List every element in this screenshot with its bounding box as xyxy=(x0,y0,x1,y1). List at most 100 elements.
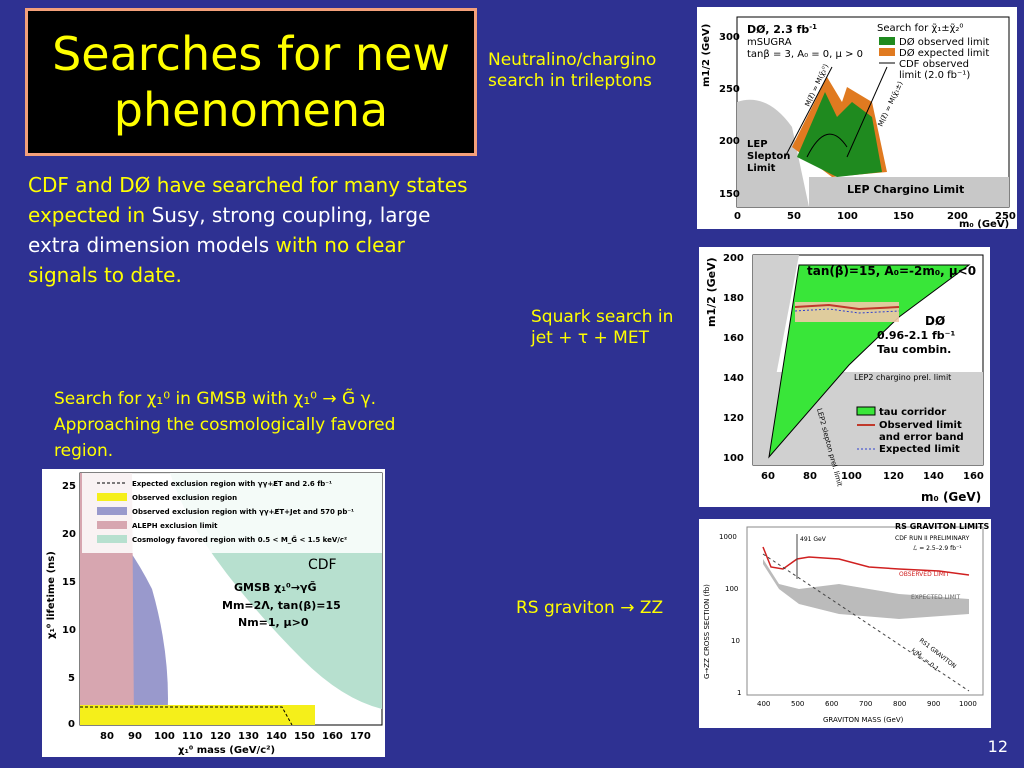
gmsb-model-3: Nm=1, μ>0 xyxy=(238,616,309,629)
graviton-xtick-800: 800 xyxy=(893,700,906,708)
gmsb-xtick-100: 100 xyxy=(154,731,175,742)
tau-ytick-120: 120 xyxy=(723,413,744,424)
graviton-xtick-900: 900 xyxy=(927,700,940,708)
d0-xtick-150: 150 xyxy=(893,211,914,222)
tau-ytick-140: 140 xyxy=(723,373,744,384)
intro-highlight: Susy, strong coupling, large extra dimen… xyxy=(28,203,431,257)
graviton-ytick-10: 10 xyxy=(731,637,740,645)
gmsb-xlabel: χ₁⁰ mass (GeV/c²) xyxy=(178,745,275,756)
gmsb-xtick-150: 150 xyxy=(294,731,315,742)
tau-legend-observed: Observed limit xyxy=(879,420,962,431)
d0-ytick-300: 300 xyxy=(719,32,740,43)
gmsb-legend-expected: Expected exclusion region with γγ+E̸T an… xyxy=(132,480,332,488)
gmsb-ytick-20: 20 xyxy=(62,529,76,540)
tau-lumi: 0.96-2.1 fb⁻¹ xyxy=(877,329,955,342)
d0-xtick-0: 0 xyxy=(734,211,741,222)
expected-band xyxy=(763,559,969,619)
gmsb-legend-aleph: ALEPH exclusion limit xyxy=(132,522,218,530)
d0-legend-observed: DØ observed limit xyxy=(899,36,989,48)
tau-xtick-160: 160 xyxy=(963,471,984,482)
d0-legend-cdf2: limit (2.0 fb⁻¹) xyxy=(899,70,970,81)
tau-ytick-160: 160 xyxy=(723,333,744,344)
gmsb-model-1: GMSB χ₁⁰→γG̃ xyxy=(234,581,317,594)
rs1-line xyxy=(762,553,970,692)
graviton-title: RS GRAVITON LIMITS xyxy=(895,522,989,531)
graviton-xlabel: GRAVITON MASS (GeV) xyxy=(823,716,904,724)
d0-xlabel: m₀ (GeV) xyxy=(959,219,1009,229)
graviton-xtick-1000: 1000 xyxy=(959,700,977,708)
gmsb-ytick-0: 0 xyxy=(68,719,75,730)
tau-legend-corridor: tau corridor xyxy=(879,407,946,418)
gmsb-ylabel: χ₁⁰ lifetime (ns) xyxy=(46,551,57,639)
graviton-xtick-600: 600 xyxy=(825,700,838,708)
gmsb-xtick-170: 170 xyxy=(350,731,371,742)
plot-d0-trileptons: DØ, 2.3 fb-1 mSUGRA tanβ = 3, A₀ = 0, μ … xyxy=(697,7,1017,230)
gmsb-xtick-120: 120 xyxy=(210,731,231,742)
lep-slepton-2: Slepton xyxy=(747,151,790,162)
d0-ytick-150: 150 xyxy=(719,189,740,200)
caption-gmsb: Search for χ₁⁰ in GMSB with χ₁⁰ → G̃ γ. … xyxy=(54,389,396,461)
lep-slepton-1: LEP xyxy=(747,139,768,150)
d0-ytick-250: 250 xyxy=(719,84,740,95)
d0-sub2: tanβ = 3, A₀ = 0, μ > 0 xyxy=(747,49,863,60)
tau-xtick-100: 100 xyxy=(841,471,862,482)
graviton-ytick-1000: 1000 xyxy=(719,533,737,541)
gmsb-ytick-10: 10 xyxy=(62,625,76,636)
d0-legend-expected: DØ expected limit xyxy=(899,47,989,59)
gmsb-xtick-160: 160 xyxy=(322,731,343,742)
gmsb-legend-cosmology: Cosmology favored region with 0.5 < M_G̃… xyxy=(132,536,347,544)
d0-xtick-250: 250 xyxy=(995,211,1016,222)
plot-tau-svg: tan(β)=15, A₀=-2m₀, μ<0 DØ 0.96-2.1 fb⁻¹… xyxy=(705,253,984,504)
slide-title: Searches for new phenomena xyxy=(52,26,450,138)
graviton-marker: 491 GeV xyxy=(800,536,827,543)
d0-legend-title: Search for χ̃₁±χ̃₂⁰ xyxy=(877,22,963,34)
tau-xlabel: m₀ (GeV) xyxy=(921,490,981,504)
lep-chargino-label: LEP Chargino Limit xyxy=(847,183,964,196)
graviton-exp: EXPECTED LIMIT xyxy=(911,594,961,601)
d0-xtick-50: 50 xyxy=(787,211,801,222)
tau-xtick-80: 80 xyxy=(803,471,817,482)
graviton-obs: OBSERVED LIMIT xyxy=(899,571,950,578)
tau-combin: Tau combin. xyxy=(877,343,951,356)
tau-lep2: LEP2 chargino prel. limit xyxy=(854,373,951,382)
plot-tau-squark: tan(β)=15, A₀=-2m₀, μ<0 DØ 0.96-2.1 fb⁻¹… xyxy=(699,247,990,507)
d0-ylabel: m1/2 (GeV) xyxy=(701,24,712,87)
gmsb-xtick-110: 110 xyxy=(182,731,203,742)
caption-graviton: RS graviton → ZZ xyxy=(516,598,664,618)
graviton-xtick-500: 500 xyxy=(791,700,804,708)
caption-squark: Squark search in jet + τ + MET xyxy=(531,307,674,348)
plot-rs-graviton: 491 GeV RS GRAVITON LIMITS CDF RUN II PR… xyxy=(699,519,991,728)
graviton-xtick-400: 400 xyxy=(757,700,770,708)
tau-xtick-140: 140 xyxy=(923,471,944,482)
plot-gmsb: Expected exclusion region with γγ+E̸T an… xyxy=(42,469,385,757)
gmsb-legend-observed: Observed exclusion region xyxy=(132,494,237,502)
d0-ytick-200: 200 xyxy=(719,136,740,147)
gmsb-model-2: Mm=2Λ, tan(β)=15 xyxy=(222,599,341,612)
graviton-ytick-1: 1 xyxy=(737,689,741,697)
gmsb-ytick-5: 5 xyxy=(68,673,75,684)
title-box: Searches for new phenomena xyxy=(25,8,477,156)
tau-ytick-180: 180 xyxy=(723,293,744,304)
d0-legend-cdf: CDF observed xyxy=(899,59,969,70)
graviton-sub1: CDF RUN II PRELIMINARY xyxy=(895,535,970,542)
observed-exclusion-region xyxy=(80,705,315,725)
gmsb-ytick-25: 25 xyxy=(62,481,76,492)
plot-gmsb-svg: Expected exclusion region with γγ+E̸T an… xyxy=(46,472,383,756)
plot-d0-svg: DØ, 2.3 fb-1 mSUGRA tanβ = 3, A₀ = 0, μ … xyxy=(701,16,1016,230)
gmsb-xtick-90: 90 xyxy=(128,731,142,742)
tau-xtick-60: 60 xyxy=(761,471,775,482)
graviton-ylabel: G→ZZ CROSS SECTION (fb) xyxy=(703,584,711,679)
slide-title-line2: phenomena xyxy=(113,83,389,137)
graviton-sub2: ℒ = 2.5–2.9 fb⁻¹ xyxy=(913,545,962,552)
d0-xtick-200: 200 xyxy=(947,211,968,222)
plot-graviton-svg: 491 GeV RS GRAVITON LIMITS CDF RUN II PR… xyxy=(703,522,989,724)
cdf-label: CDF xyxy=(308,557,337,573)
gmsb-xtick-140: 140 xyxy=(266,731,287,742)
lep-slepton-3: Limit xyxy=(747,163,776,174)
d0-xtick-100: 100 xyxy=(837,211,858,222)
gmsb-ytick-15: 15 xyxy=(62,577,76,588)
tau-d0: DØ xyxy=(925,314,945,328)
caption-trileptons: Neutralino/chargino search in trileptons xyxy=(488,50,657,91)
tau-legend-expected: Expected limit xyxy=(879,444,960,455)
tau-ytick-100: 100 xyxy=(723,453,744,464)
